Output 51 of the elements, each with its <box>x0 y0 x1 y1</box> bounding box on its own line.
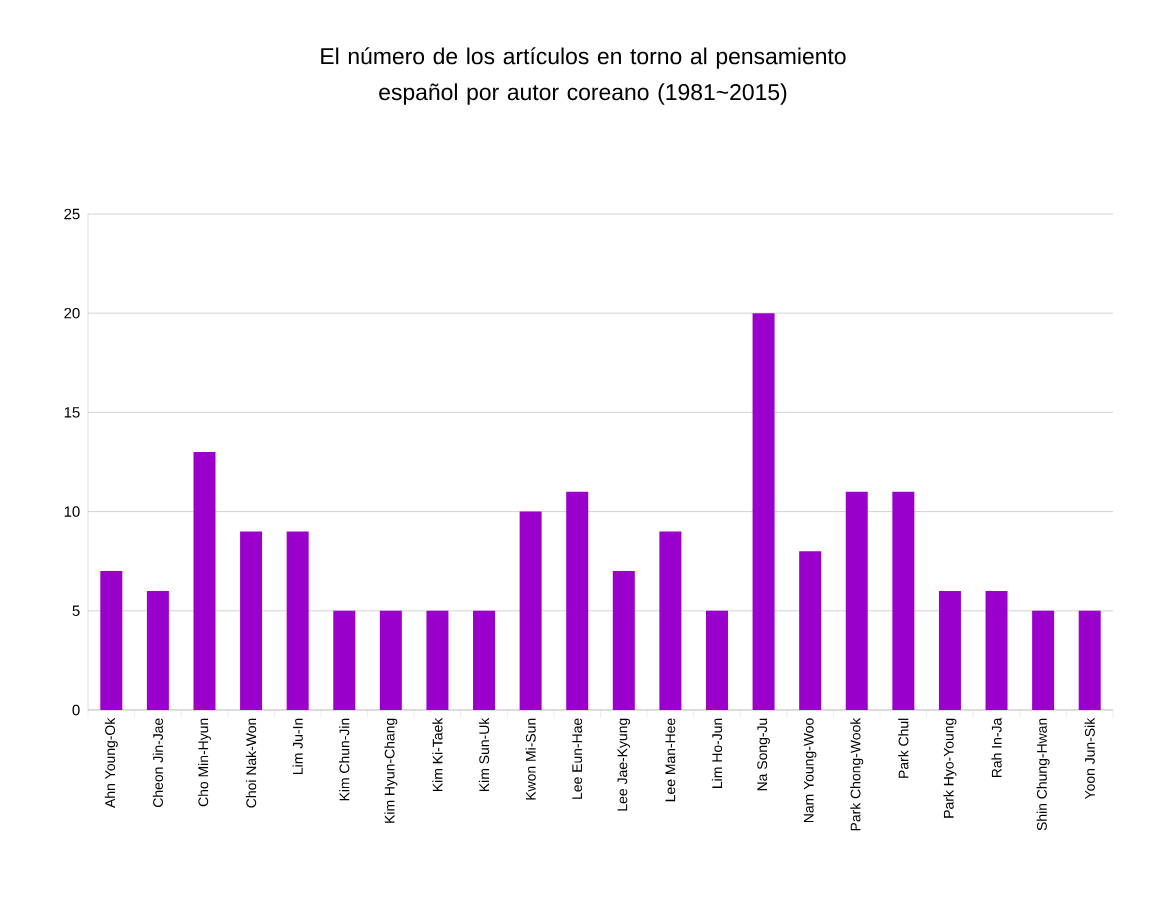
bar <box>799 551 822 710</box>
x-tick-label: Kim Chun-Jin <box>339 718 350 801</box>
bar <box>473 610 496 710</box>
bar <box>612 571 635 710</box>
x-tick-label: Nam Young-Woo <box>803 718 817 823</box>
bar <box>659 531 682 710</box>
x-tick-label: Kim Ki-Taek <box>432 717 443 792</box>
bar <box>566 491 589 710</box>
bar <box>379 610 402 710</box>
y-tick-label: 0 <box>72 704 80 716</box>
bar <box>519 511 542 710</box>
y-tick-label: 5 <box>72 605 80 616</box>
chart-title: El número de los artículos en torno al pensamiento español por autor coreano (1981~2015) <box>321 47 846 105</box>
bar <box>193 452 216 710</box>
x-tick-label: Kim Hyun-Chang <box>384 718 398 823</box>
bar <box>845 491 868 710</box>
x-tick-label: Kwon Mi-Sun <box>525 718 536 800</box>
x-tick-label: Park Hyo-Young <box>943 718 957 818</box>
bar <box>985 590 1008 710</box>
x-tick-label: Cho Min-Hyun <box>197 718 211 807</box>
x-tick-label: Lee Man-Hee <box>665 718 676 802</box>
x-tick-label: Cheon Jin-Jae <box>152 718 164 807</box>
x-tick-label: Lim Ju-In <box>292 718 303 774</box>
bar <box>938 590 961 710</box>
y-tick-label: 25 <box>64 208 80 220</box>
x-tick-label: Park Chul <box>898 718 909 778</box>
x-tick-label: Lim Ho-Jun <box>711 718 723 788</box>
x-tick-label: Park Chong-Wook <box>850 717 864 831</box>
y-tick-label: 15 <box>64 407 80 418</box>
bar <box>1078 610 1101 710</box>
bar <box>146 590 169 710</box>
x-tick-label: Yoon Jun-Sik <box>1084 717 1095 800</box>
y-tick-label: 10 <box>64 506 80 517</box>
x-tick-label: Ahn Young-Ok <box>104 717 118 808</box>
x-tick-label: Na Song-Ju <box>757 718 770 791</box>
y-tick-label: 20 <box>64 307 80 319</box>
x-tick-label: Lee Jae-Kyung <box>617 718 631 811</box>
bar <box>892 491 915 710</box>
bar <box>333 610 356 710</box>
x-tick-label: Lee Eun-Hae <box>572 718 583 799</box>
bar <box>752 313 775 710</box>
bar <box>426 610 449 710</box>
x-tick-label: Kim Sun-Uk <box>478 717 490 792</box>
x-tick-label: Rah In-Ja <box>991 717 1002 778</box>
bar <box>705 610 728 710</box>
bar <box>1032 610 1055 710</box>
bar <box>286 531 309 710</box>
bar <box>240 531 263 710</box>
x-tick-label: Choi Nak-Won <box>245 718 257 808</box>
x-tick-label: Shin Chung-Hwan <box>1036 718 1050 831</box>
bar <box>100 571 123 710</box>
